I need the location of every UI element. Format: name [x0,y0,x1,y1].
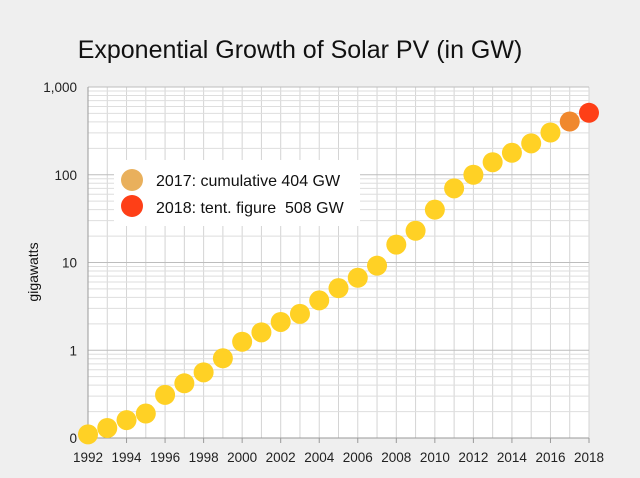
data-point [501,142,522,163]
x-tick-label: 1998 [189,450,219,465]
data-point [174,373,195,394]
data-point [559,111,580,132]
data-point [367,255,388,276]
data-point [155,384,176,405]
y-tick-label: 100 [54,168,77,183]
x-tick-label: 2010 [420,450,450,465]
x-tick-label: 2002 [266,450,296,465]
data-point [309,290,330,311]
y-axis-ticks: 0 1 10 100 1,000 [43,80,77,446]
x-tick-label: 2012 [458,450,488,465]
data-points [78,102,599,445]
x-tick-label: 1992 [73,450,103,465]
y-tick-label: 10 [62,256,77,271]
legend-box [114,160,360,226]
chart-title: Exponential Growth of Solar PV (in GW) [78,36,523,64]
x-tick-label: 2006 [343,450,373,465]
data-point [540,122,561,143]
data-point [444,178,465,199]
x-tick-label: 2016 [535,450,565,465]
x-tick-label: 1996 [150,450,180,465]
data-point [270,311,291,332]
x-tick-label: 2008 [381,450,411,465]
data-point [97,418,118,439]
x-axis-ticks: 1992 1994 1996 1998 2000 2002 2004 2006 2008 2010… [73,438,604,465]
legend: 2017: cumulative 404 GW 2018: tent. figu… [114,160,360,226]
data-point [347,267,368,288]
data-point [579,102,599,123]
data-point [212,348,233,369]
data-point [232,331,253,352]
data-point [116,410,137,431]
legend-label-2018: 2018: tent. figure 508 GW [156,200,345,217]
data-point [386,234,407,255]
y-tick-label: 0 [69,431,77,446]
legend-marker-2017 [121,169,143,191]
legend-marker-2018 [121,195,143,217]
data-point [135,403,156,424]
legend-label-2017: 2017: cumulative 404 GW [156,173,341,190]
data-point [78,424,98,445]
x-tick-label: 2018 [574,450,604,465]
data-point [521,133,542,154]
axes [87,87,589,439]
data-point [289,303,310,324]
data-point [405,220,426,241]
data-point [424,199,445,220]
x-tick-label: 1994 [112,450,143,465]
data-point [482,152,503,173]
data-point [193,362,214,383]
y-tick-label: 1 [69,343,77,358]
x-tick-label: 2000 [227,450,257,465]
y-axis-label: gigawatts [25,242,41,301]
x-tick-label: 2004 [304,450,335,465]
data-point [328,278,349,299]
y-tick-label: 1,000 [43,80,77,95]
data-point [463,164,484,185]
x-tick-label: 2014 [497,450,528,465]
data-point [251,322,272,343]
